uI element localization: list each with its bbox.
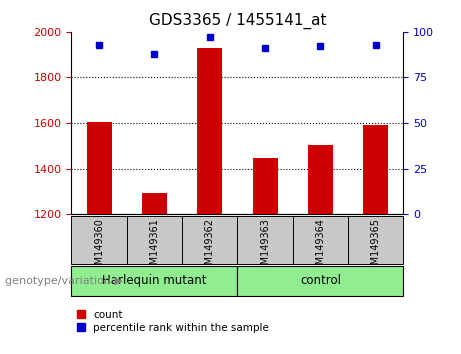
Text: GSM149363: GSM149363 xyxy=(260,218,270,277)
Bar xyxy=(308,145,333,214)
Bar xyxy=(237,266,403,296)
Text: GSM149364: GSM149364 xyxy=(315,218,325,277)
Bar xyxy=(71,266,237,296)
Bar xyxy=(127,216,182,264)
Bar xyxy=(237,216,293,264)
Bar xyxy=(142,193,167,214)
Text: GSM149365: GSM149365 xyxy=(371,218,381,277)
Text: genotype/variation ▶: genotype/variation ▶ xyxy=(5,275,123,286)
Text: GSM149360: GSM149360 xyxy=(94,218,104,277)
Text: Harlequin mutant: Harlequin mutant xyxy=(102,274,207,287)
Legend: count, percentile rank within the sample: count, percentile rank within the sample xyxy=(77,310,269,333)
Bar xyxy=(253,158,278,214)
Bar xyxy=(348,216,403,264)
Bar xyxy=(197,48,222,214)
Bar xyxy=(293,216,348,264)
Bar xyxy=(182,216,237,264)
Bar xyxy=(363,125,388,214)
Bar xyxy=(87,122,112,214)
Text: control: control xyxy=(300,274,341,287)
Text: GSM149361: GSM149361 xyxy=(149,218,160,277)
Bar xyxy=(71,216,127,264)
Text: GSM149362: GSM149362 xyxy=(205,218,215,277)
Title: GDS3365 / 1455141_at: GDS3365 / 1455141_at xyxy=(148,13,326,29)
